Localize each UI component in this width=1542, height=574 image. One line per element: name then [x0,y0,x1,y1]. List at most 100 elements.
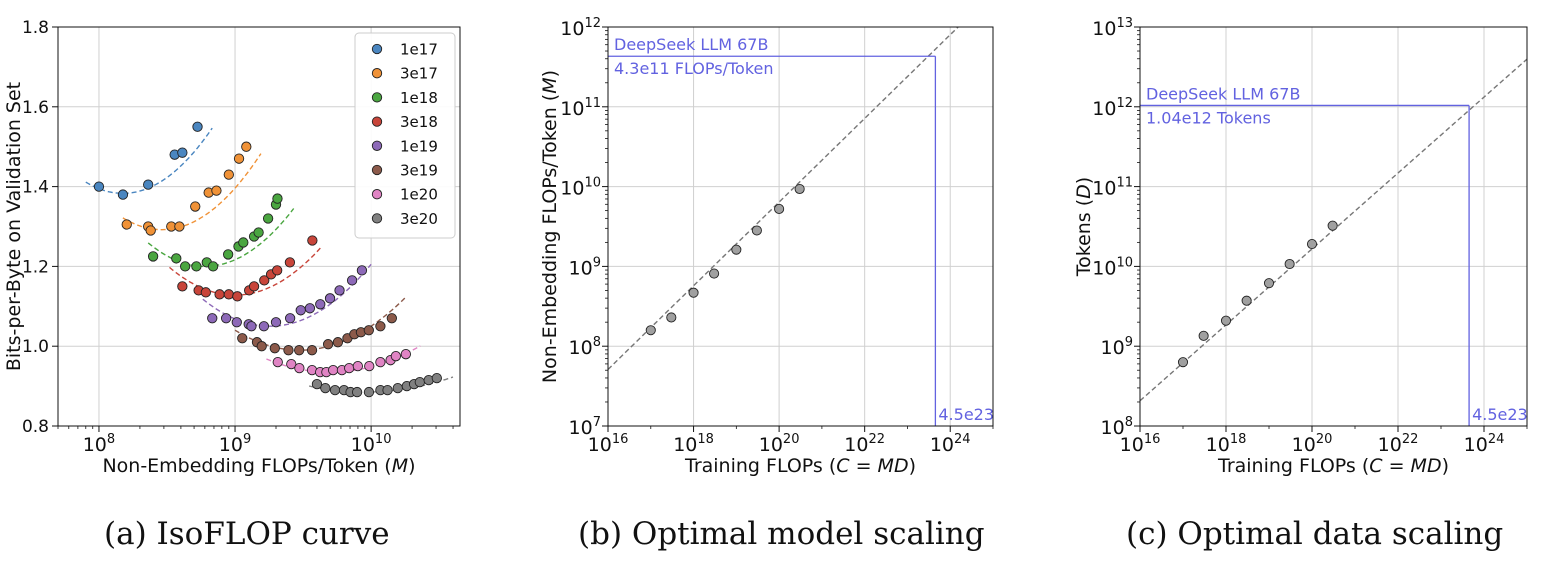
data-point-3e19 [386,313,397,324]
data-point-3e20 [351,386,363,398]
y-tick-label: 0.8 [22,417,49,437]
data-point-3e17 [190,201,201,212]
data-point-1e20 [352,360,364,372]
data-point-1e19 [284,313,296,324]
legend-label-3e18: 3e18 [400,113,438,131]
data-point [794,183,805,195]
legend-marker-3e20 [371,213,383,224]
data-point-1e18 [171,253,182,264]
legend-marker-3e17 [371,68,383,79]
data-point-1e20 [272,357,283,368]
chart-a: 108 109 1010 0.8 1.0 1.2 1.4 1.6 1.8 1e17 3e17 1e18… [3,18,461,477]
caption-b-text: Optimal model scaling [631,516,985,552]
y-tick-label: 109 [569,255,601,279]
plot-frame [57,26,461,427]
data-point [731,244,742,255]
y-tick-label: 1010 [560,176,601,200]
data-point [709,268,720,279]
legend-marker-1e18 [371,92,383,103]
data-point-1e20 [344,362,355,374]
data-point-3e19 [269,343,280,354]
data-point [1220,315,1232,326]
caption-c-letter: (c) [1126,516,1168,552]
data-point-1e20 [390,351,402,362]
legend-marker-3e18 [371,116,383,127]
data-point-3e19 [294,345,305,356]
y-tick-label: 108 [1101,415,1133,439]
annotation-title: DeepSeek LLM 67B [1146,84,1300,103]
data-point-3e19 [283,345,294,356]
data-point-3e18 [272,265,283,276]
data-point-1e18 [191,261,202,272]
x-tick-label: 1018 [673,432,714,456]
annotation-title: DeepSeek LLM 67B [614,35,768,54]
data-point-3e20 [363,386,375,398]
data-point-3e19 [306,345,318,356]
data-point-3e17 [211,185,222,196]
data-point [751,225,762,236]
data-point-3e19 [332,337,344,348]
data-point-3e17 [241,141,252,152]
data-point-1e19 [231,317,242,328]
legend-label-1e19: 1e19 [400,137,438,155]
data-point-1e18 [180,261,191,272]
data-point-1e17 [143,179,154,190]
data-point [1284,258,1295,270]
legend-label-3e17: 3e17 [400,65,438,83]
data-point-3e20 [382,384,393,396]
data-point [1327,220,1338,231]
data-point-1e19 [356,265,368,276]
data-point-1e19 [324,293,336,304]
data-point-1e18 [238,237,249,248]
y-tick-label: 1.2 [22,257,49,277]
y-tick-label: 108 [569,335,601,359]
data-point-1e19 [270,317,282,328]
data-point [774,203,785,214]
data-point [666,312,677,323]
y-axis-label: Tokens (D) [1073,177,1095,277]
y-tick-label: 1012 [560,16,601,40]
data-point-1e18 [147,251,159,262]
x-axis-label: Training FLOPs (C = MD) [684,455,916,477]
x-tick-label: 1020 [1292,432,1333,456]
data-point [1177,357,1189,368]
legend-marker-3e19 [371,164,383,176]
data-point-1e19 [315,299,326,310]
annotation-x-label: 4.5e23 [1472,405,1528,424]
data-point-3e17 [223,169,234,180]
x-tick-label: 1016 [1120,432,1161,456]
data-point-3e20 [311,378,323,390]
data-point-3e20 [431,372,442,384]
data-point-1e20 [364,360,375,372]
chart-c: 1016 1018 1020 1022 1024 108 109 1010 1011 1012 10… [1073,16,1528,477]
caption-a: (a) IsoFLOP curve [104,516,390,552]
legend-marker-1e19 [371,140,383,151]
data-point [1198,330,1209,341]
fit-curve-3e17 [122,153,262,231]
data-point-3e19 [256,341,267,352]
y-tick-label: 1010 [1092,255,1133,279]
y-tick-label: 1013 [1092,16,1133,40]
data-point-3e18 [214,289,225,300]
data-point-3e20 [414,376,425,388]
legend-label-1e17: 1e17 [400,41,438,59]
data-point-1e17 [117,189,129,200]
x-tick-label: 108 [83,432,115,456]
data-point-3e19 [237,333,248,344]
y-tick-label: 1.0 [22,337,49,357]
data-point-1e19 [334,285,345,296]
data-point-1e19 [220,313,232,324]
caption-a-letter: (a) [104,516,147,552]
data-point-3e18 [284,257,296,268]
data-point-1e20 [375,357,386,368]
legend-box [354,32,456,239]
data-point-3e17 [145,225,156,236]
data-point-1e17 [192,121,203,132]
data-point-1e20 [286,359,297,370]
data-point-1e19 [304,303,316,314]
caption-c-text: Optimal data scaling [1177,516,1504,552]
y-tick-label: 1.6 [22,98,49,118]
x-tick-label: 1020 [759,432,800,456]
data-point-1e18 [253,227,264,238]
annotation-value: 4.3e11 FLOPs/Token [614,59,774,78]
